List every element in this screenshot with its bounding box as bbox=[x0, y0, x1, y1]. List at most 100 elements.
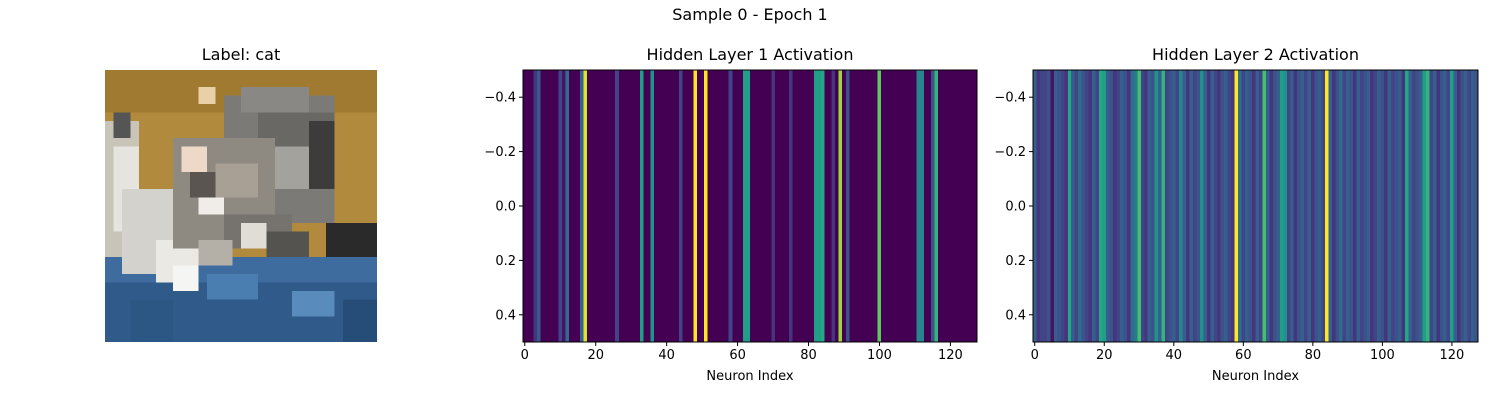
heatmap-1-cell bbox=[1432, 70, 1437, 342]
heatmap-0-cell bbox=[859, 70, 865, 342]
heatmap-0-cell bbox=[547, 70, 552, 342]
heatmap-0-cell bbox=[671, 70, 677, 342]
heatmap-1-cell bbox=[1046, 70, 1051, 342]
heatmap-1-cell bbox=[1158, 70, 1163, 342]
heatmap-1-cell bbox=[1102, 70, 1107, 342]
heatmap-0-cell bbox=[927, 70, 932, 342]
heatmap-1-xlabel: Neuron Index bbox=[706, 369, 794, 384]
heatmap-1-cell bbox=[1144, 70, 1149, 342]
x-tick-label: 120 bbox=[1440, 348, 1465, 363]
heatmap-0-cell bbox=[643, 70, 648, 342]
heatmap-1-cell bbox=[1217, 70, 1222, 342]
x-tick-label: 0 bbox=[1031, 348, 1039, 363]
heatmap-1-cell bbox=[1074, 70, 1079, 342]
heatmap-1-cell bbox=[1099, 70, 1104, 342]
heatmap-1-cell bbox=[1359, 70, 1364, 342]
y-tick-label: 0.0 bbox=[1005, 200, 1026, 215]
heatmap-1-cell bbox=[1401, 70, 1406, 342]
heatmap-0-cell bbox=[622, 70, 627, 342]
x-tick-label: 100 bbox=[1370, 348, 1395, 363]
heatmap-1-cell bbox=[1092, 70, 1097, 342]
x-tick-label: 80 bbox=[800, 348, 817, 363]
heatmap-0-cell bbox=[874, 70, 879, 342]
heatmap-0-cell bbox=[554, 70, 560, 342]
heatmap-0-cell bbox=[746, 70, 751, 342]
heatmap-1-cell bbox=[1338, 70, 1344, 342]
heatmap-1-cell bbox=[1248, 70, 1253, 342]
heatmap-1-cell bbox=[1269, 70, 1274, 342]
heatmap-0-cell bbox=[576, 70, 581, 342]
heatmap-1-cell bbox=[1172, 70, 1177, 342]
heatmap-0-cell bbox=[732, 70, 737, 342]
heatmap-0-cell bbox=[572, 70, 577, 342]
heatmap-1-cell bbox=[1151, 70, 1156, 342]
heatmap-0-cell bbox=[703, 70, 709, 342]
heatmap-0-cell bbox=[562, 70, 567, 342]
heatmap-1-cell bbox=[1293, 70, 1298, 342]
heatmap-0-cell bbox=[721, 70, 726, 342]
y-tick-label: −0.4 bbox=[484, 91, 516, 106]
heatmap-1-cell bbox=[1286, 70, 1291, 342]
heatmap-1-cell bbox=[1422, 70, 1427, 342]
heatmap-0-cell bbox=[657, 70, 662, 342]
heatmap-1-cell bbox=[1328, 70, 1333, 342]
heatmap-1-cell bbox=[1311, 70, 1316, 342]
cat-image bbox=[105, 70, 377, 342]
heatmap-0-cell bbox=[611, 70, 616, 342]
heatmap-0-cell bbox=[700, 70, 705, 342]
heatmap-1-cell bbox=[1418, 70, 1423, 342]
heatmap-0-cell bbox=[725, 70, 730, 342]
heatmap-1-cell bbox=[1039, 70, 1045, 342]
heatmap-1-cell bbox=[1345, 70, 1350, 342]
heatmap-1-cell bbox=[1206, 70, 1211, 342]
heatmap-1: 0 20 40 60 80 100 120 −0.4 −0.2 0.0 0.2 0.4 bbox=[484, 69, 978, 363]
heatmap-0-cell bbox=[969, 70, 975, 342]
heatmap-1-cell bbox=[1304, 70, 1309, 342]
heatmap-1-cell bbox=[1154, 70, 1159, 342]
heatmap-0-cell bbox=[735, 70, 740, 342]
heatmap-1-cell bbox=[1467, 70, 1472, 342]
heatmap-0-cell bbox=[710, 70, 716, 342]
heatmap-1-cell bbox=[1387, 70, 1392, 342]
heatmap-0-cell bbox=[604, 70, 609, 342]
heatmap-1-cell bbox=[1185, 70, 1191, 342]
heatmap-0-cell bbox=[540, 70, 545, 342]
heatmap-0-cell bbox=[629, 70, 634, 342]
heatmap-0-cell bbox=[842, 70, 847, 342]
heatmap-0-cell bbox=[856, 70, 861, 342]
heatmap-0-cell bbox=[806, 70, 811, 342]
heatmap-1-cell bbox=[1234, 70, 1239, 342]
heatmap-0-cell bbox=[867, 70, 872, 342]
heatmap-0-cell bbox=[742, 70, 748, 342]
heatmap-0-cell bbox=[689, 70, 694, 342]
heatmap-0-cell bbox=[948, 70, 953, 342]
heatmap-1-cell bbox=[1067, 70, 1072, 342]
heatmap-1-cell bbox=[1352, 70, 1357, 342]
heatmap-0-cell bbox=[778, 70, 783, 342]
heatmap-1-cell bbox=[1133, 70, 1138, 342]
heatmap-0-cell bbox=[966, 70, 971, 342]
heatmap-0-cell bbox=[586, 70, 591, 342]
heatmap-1-cell bbox=[1429, 70, 1434, 342]
heatmap-1-cell bbox=[1119, 70, 1124, 342]
heatmap-0-cell bbox=[813, 70, 818, 342]
heatmap-0-cell bbox=[696, 70, 701, 342]
heatmap-0-cell bbox=[771, 70, 776, 342]
heatmap-1-cell bbox=[1175, 70, 1180, 342]
heatmap-1-cell bbox=[1411, 70, 1417, 342]
heatmap-1-cell bbox=[1370, 70, 1375, 342]
heatmap-0-cell bbox=[959, 70, 964, 342]
heatmap-0-cell bbox=[693, 70, 698, 342]
heatmap-1-cell bbox=[1408, 70, 1413, 342]
heatmap-0-cell bbox=[647, 70, 652, 342]
heatmap-1-cell bbox=[1464, 70, 1469, 342]
heatmap-1-cell bbox=[1192, 70, 1197, 342]
heatmap-0-cell bbox=[895, 70, 900, 342]
heatmap-0-cell bbox=[728, 70, 733, 342]
heatmap-0-cell bbox=[796, 70, 801, 342]
y-tick-label: 0.4 bbox=[495, 308, 516, 323]
heatmap-0-cell bbox=[824, 70, 829, 342]
heatmap-1-cell bbox=[1321, 70, 1326, 342]
x-tick-label: 120 bbox=[938, 348, 963, 363]
heatmap-1-cell bbox=[1450, 70, 1455, 342]
